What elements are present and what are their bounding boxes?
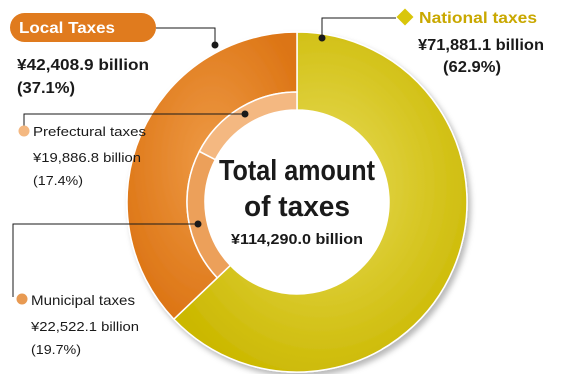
center-hole <box>205 110 389 294</box>
national-leader-line <box>321 17 396 38</box>
municipal-leader-line <box>12 223 198 297</box>
local-taxes-badge <box>10 13 156 42</box>
center-title-line1: Total amount <box>219 155 375 187</box>
municipal-marker-dot <box>16 293 28 305</box>
municipal-taxes-value: ¥22,522.1 billion <box>30 319 139 334</box>
national-taxes-share: (62.9%) <box>443 59 501 76</box>
slice-national-taxes <box>172 31 468 373</box>
prefectural-taxes-share: (17.4%) <box>33 173 83 188</box>
national-taxes-value: ¥71,881.1 billion <box>418 37 544 54</box>
local-taxes-share: (37.1%) <box>17 80 75 97</box>
national-diamond-marker <box>396 8 414 26</box>
local-leader-line <box>156 27 216 45</box>
local-taxes-label: Local Taxes <box>19 20 115 37</box>
prefectural-taxes-label: Prefectural taxes <box>33 124 147 139</box>
municipal-leader-dot <box>194 220 202 228</box>
municipal-taxes-share: (19.7%) <box>31 342 81 357</box>
prefectural-taxes-value: ¥19,886.8 billion <box>32 150 141 165</box>
prefectural-leader-dot <box>241 110 249 118</box>
center-total-value: ¥114,290.0 billion <box>231 231 363 248</box>
national-leader-dot <box>318 34 326 42</box>
national-taxes-label: National taxes <box>419 10 537 27</box>
prefectural-marker-dot <box>18 125 30 137</box>
local-taxes-value: ¥42,408.9 billion <box>17 57 149 74</box>
municipal-taxes-label: Municipal taxes <box>31 292 135 308</box>
center-title-line2: of taxes <box>244 191 350 223</box>
prefectural-leader-line <box>23 113 245 130</box>
local-leader-dot <box>211 41 219 49</box>
